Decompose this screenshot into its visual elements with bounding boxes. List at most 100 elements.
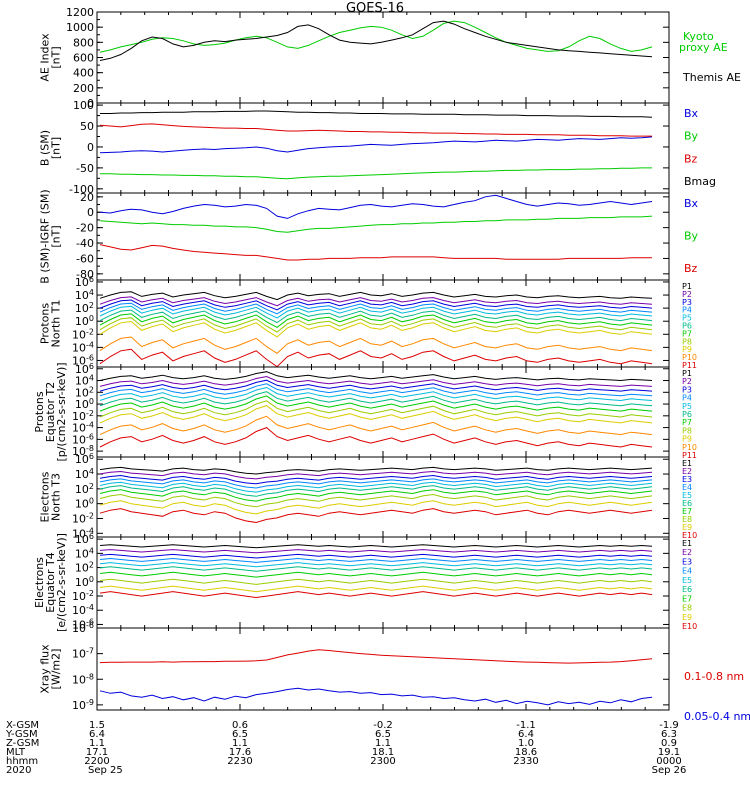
series-line <box>99 553 653 559</box>
ephemeris-row-label: hhmm <box>6 756 38 767</box>
series-line <box>99 591 653 599</box>
legend-entry: 0.1-0.8 nm <box>684 670 744 683</box>
channel-label: E1 <box>682 459 692 468</box>
channel-label: P1 <box>682 369 692 378</box>
ephemeris-value: 1.1 <box>232 738 248 749</box>
channel-label: P10 <box>682 443 697 452</box>
ephemeris-value: 1.5 <box>89 720 105 731</box>
series-line <box>99 474 653 485</box>
channel-label: P8 <box>682 337 692 346</box>
series-line <box>99 544 653 549</box>
series-line <box>99 489 653 502</box>
y-tick-label: 102 <box>75 561 94 575</box>
y-tick-label: 100 <box>73 99 94 112</box>
y-tick-label: 106 <box>75 452 94 466</box>
legend-entry: 0.05-0.4 nm <box>684 710 750 723</box>
series-line <box>99 194 653 219</box>
y-tick-label: 10-7 <box>72 647 94 661</box>
panel-frame <box>96 366 670 458</box>
y-tick-label: 104 <box>75 288 94 302</box>
ephemeris-value: 0000 <box>656 756 681 767</box>
ephemeris-value: -1.1 <box>516 720 536 731</box>
y-axis-label: AE Index <box>39 33 52 82</box>
y-tick-label: 100 <box>75 575 94 589</box>
series-line <box>99 320 653 338</box>
y-tick-label: -80 <box>76 268 94 281</box>
series-line <box>99 557 653 563</box>
series-line <box>99 500 653 515</box>
channel-label: E10 <box>682 622 697 631</box>
ephemeris-value: 6.4 <box>518 729 534 740</box>
ephemeris-row-label: Y-GSM <box>5 729 38 740</box>
y-tick-label: -50 <box>76 162 94 175</box>
channel-label: E7 <box>682 507 692 516</box>
series-line <box>99 566 653 572</box>
y-tick-label: 1200 <box>66 6 94 19</box>
y-axis-label: Electrons <box>39 471 52 522</box>
series-line <box>99 379 653 392</box>
y-tick-label: 10-2 <box>72 327 94 341</box>
series-line <box>99 493 653 508</box>
channel-label: E4 <box>682 483 692 492</box>
y-tick-label: 10-8 <box>72 672 94 686</box>
series-line <box>99 571 653 578</box>
ephemeris-value: 6.5 <box>232 729 248 740</box>
series-line <box>99 20 653 61</box>
ephemeris-value: 1.0 <box>518 738 534 749</box>
channel-label: E2 <box>682 548 692 557</box>
series-line <box>99 305 653 319</box>
channel-label: E9 <box>682 523 692 532</box>
y-tick-label: 600 <box>73 52 94 65</box>
legend-entry: By <box>684 230 699 243</box>
series-line <box>99 649 653 664</box>
series-line <box>99 481 653 493</box>
ephemeris-row-label: MLT <box>6 747 26 758</box>
ephemeris-table: X-GSMY-GSMZ-GSMMLThhmm20201.56.41.117.12… <box>5 720 686 776</box>
series-line <box>99 375 653 387</box>
y-axis-label: [nT] <box>50 137 63 159</box>
channel-label: P7 <box>682 329 692 338</box>
legend-entry: Bmag <box>684 175 716 188</box>
channel-label: P2 <box>682 290 692 299</box>
channel-label: P6 <box>682 410 692 419</box>
y-tick-label: 0 <box>87 97 94 110</box>
y-tick-label: 10-2 <box>72 511 94 525</box>
y-tick-label: 10-4 <box>72 603 94 617</box>
y-tick-label: 1000 <box>66 21 94 34</box>
y-tick-label: 10-6 <box>72 621 94 635</box>
y-tick-label: -100 <box>69 183 94 196</box>
channel-label: P2 <box>682 377 692 386</box>
ephemeris-value: 2200 <box>84 756 109 767</box>
y-tick-label: 104 <box>75 467 94 481</box>
y-axis-label: [nT] <box>50 46 63 68</box>
ephemeris-value: 1.1 <box>375 738 391 749</box>
ephemeris-value: 0.6 <box>232 720 248 731</box>
y-axis-label: Equator T2 <box>44 382 57 442</box>
channel-label: E8 <box>682 604 692 613</box>
channel-label: P9 <box>682 345 692 354</box>
channel-label: P1 <box>682 282 692 291</box>
legend-entry: Bx <box>684 197 699 210</box>
legend-entry: Kyoto <box>683 30 714 43</box>
ephemeris-row-label: X-GSM <box>6 720 39 731</box>
y-tick-label: 100 <box>75 314 94 328</box>
y-tick-label: -40 <box>76 237 94 250</box>
channel-label: P6 <box>682 322 692 331</box>
y-tick-label: -20 <box>76 222 94 235</box>
ephemeris-value: 17.6 <box>229 747 251 758</box>
series-line <box>99 317 653 333</box>
channel-label: E5 <box>682 491 692 500</box>
series-line <box>99 395 653 412</box>
y-axis-label: Equator T4 <box>44 552 57 612</box>
series-line <box>99 383 653 397</box>
channel-label: E2 <box>682 467 692 476</box>
ephemeris-row-label: 2020 <box>6 765 31 776</box>
series-line <box>99 466 653 475</box>
series-line <box>99 478 653 489</box>
y-axis-label: [W/m2] <box>50 649 63 690</box>
series-line <box>99 123 652 137</box>
series-line <box>99 578 653 585</box>
channel-label: E5 <box>682 576 692 585</box>
series-line <box>99 336 653 355</box>
